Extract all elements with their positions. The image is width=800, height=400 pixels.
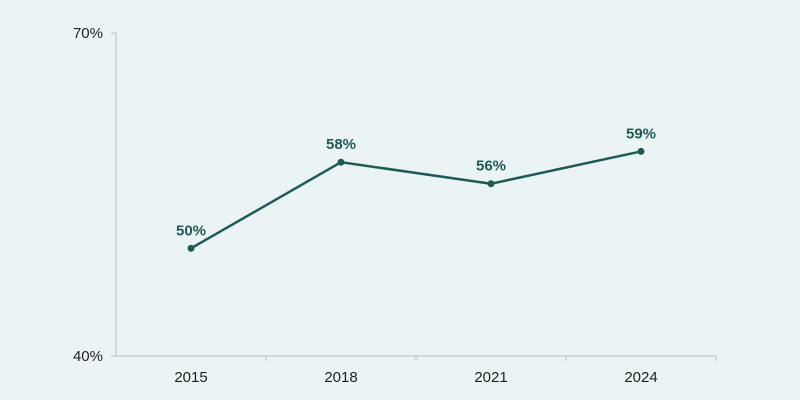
series-line [189, 150, 643, 250]
data-point [487, 180, 495, 188]
x-tick-label: 2018 [324, 369, 357, 386]
x-tick-label: 2021 [474, 369, 507, 386]
y-tick-label: 70% [73, 25, 103, 42]
tick-labels-layer: 70% 40% 2015 2018 2021 2024 [73, 25, 658, 386]
y-tick-label: 40% [73, 348, 103, 365]
data-label: 58% [326, 136, 356, 153]
x-tick-label: 2015 [174, 369, 207, 386]
data-label: 56% [476, 158, 506, 175]
data-point [637, 147, 645, 155]
x-tick-label: 2024 [624, 369, 657, 386]
data-point [187, 244, 195, 252]
data-label: 59% [626, 125, 656, 142]
data-point [337, 158, 345, 166]
ticks-layer [111, 32, 717, 361]
data-label: 50% [176, 222, 206, 239]
series-layer: 50% 58% 56% 59% [176, 125, 656, 252]
